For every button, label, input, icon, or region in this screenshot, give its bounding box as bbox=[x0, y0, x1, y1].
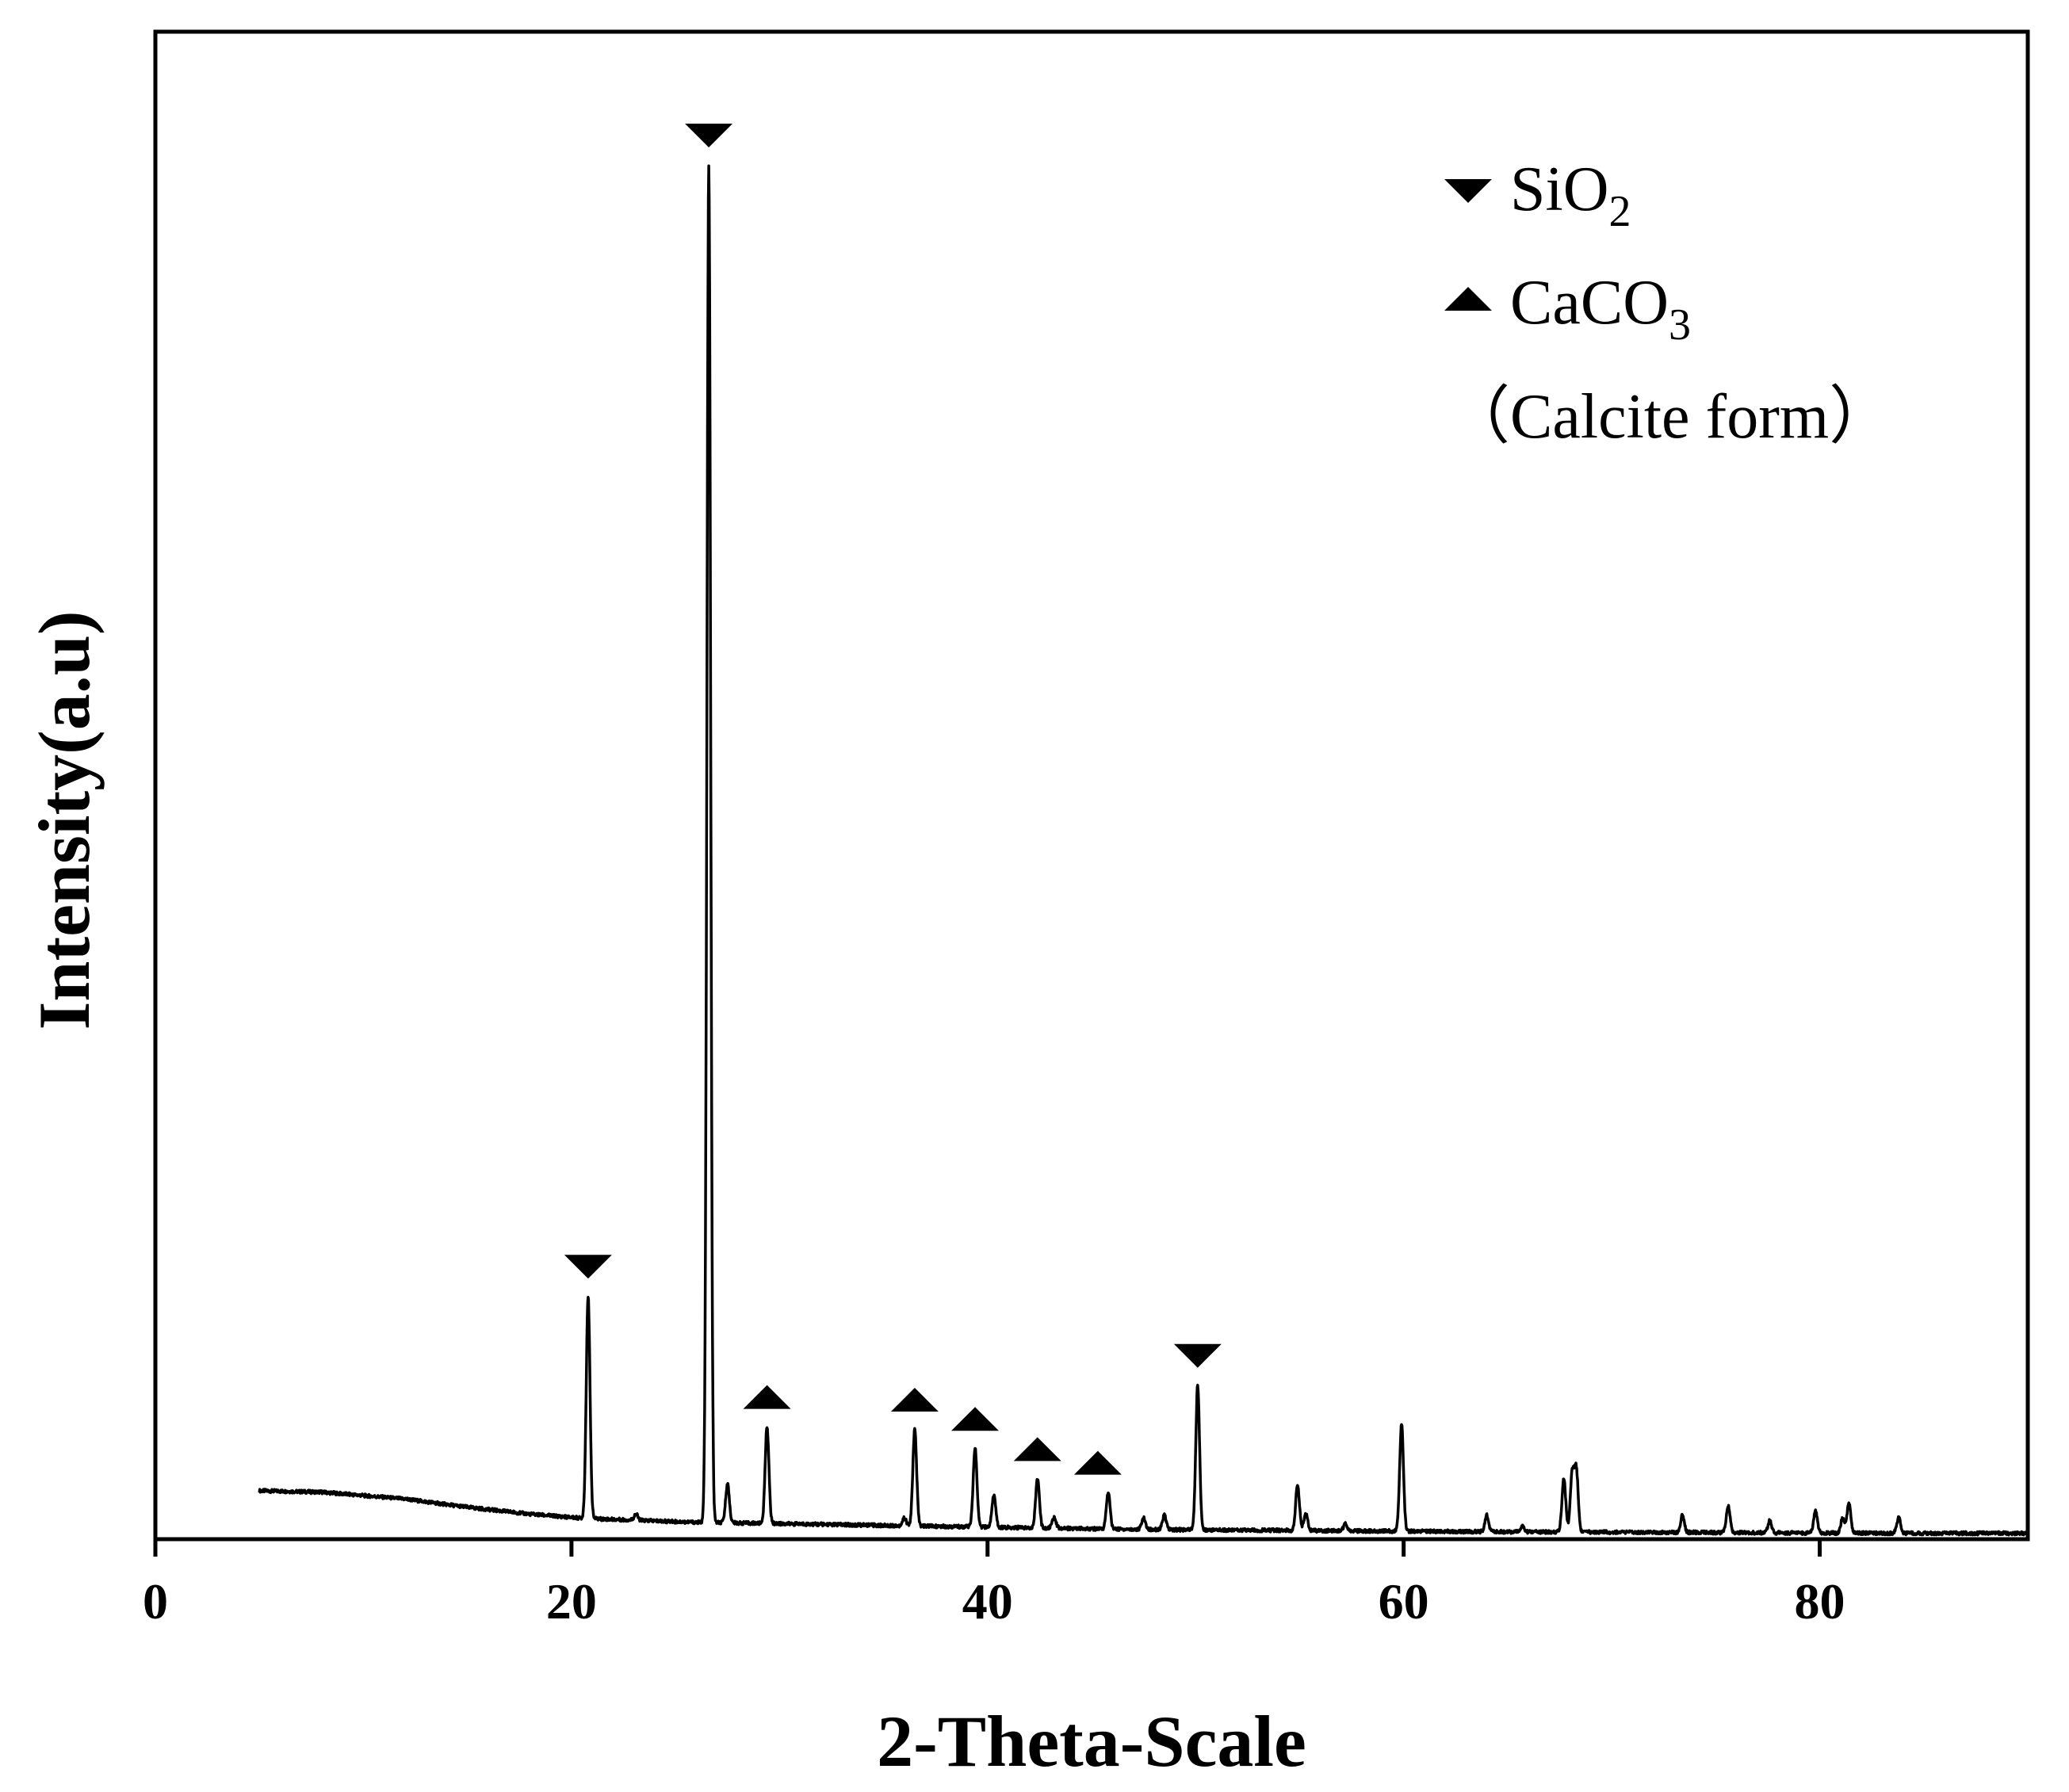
legend-label-calcite-form: （Calcite form） bbox=[1447, 382, 1892, 452]
peak-marker-caco3-3 bbox=[890, 1388, 939, 1412]
legend-marker-caco3-up-triangle bbox=[1444, 287, 1492, 311]
xrd-pattern-line bbox=[258, 164, 2029, 1537]
y-axis-title: Intensity(a.u) bbox=[24, 610, 105, 1030]
peak-markers bbox=[564, 124, 1222, 1475]
plot-frame bbox=[153, 29, 2030, 1542]
x-axis-title: 2-Theta-Scale bbox=[877, 1701, 1306, 1782]
legend-label-caco3-main: CaCO bbox=[1510, 268, 1669, 338]
peak-marker-caco3-2 bbox=[743, 1385, 791, 1409]
peak-marker-caco3-4 bbox=[951, 1407, 1000, 1431]
x-tick-label-60: 60 bbox=[1379, 1573, 1429, 1630]
x-tick-label-40: 40 bbox=[962, 1573, 1013, 1630]
peak-marker-caco3-5 bbox=[1013, 1437, 1061, 1461]
peak-marker-sio2-7 bbox=[1173, 1343, 1222, 1368]
legend-label-caco3-sub: 3 bbox=[1669, 300, 1691, 350]
legend-marker-sio2-down-triangle bbox=[1444, 179, 1492, 203]
legend-label-sio2: SiO2 bbox=[1510, 155, 1631, 236]
legend: SiO2 CaCO3 （Calcite form） bbox=[1444, 155, 1892, 452]
legend-label-sio2-main: SiO bbox=[1510, 155, 1609, 224]
legend-label-caco3: CaCO3 bbox=[1510, 268, 1691, 350]
x-axis: 0 20 40 60 80 bbox=[143, 1539, 1845, 1630]
x-tick-label-0: 0 bbox=[143, 1573, 168, 1630]
peak-marker-caco3-6 bbox=[1073, 1450, 1122, 1475]
legend-label-sio2-sub: 2 bbox=[1609, 187, 1631, 236]
peak-marker-sio2-0 bbox=[564, 1255, 612, 1279]
x-tick-label-20: 20 bbox=[546, 1573, 597, 1630]
x-tick-label-80: 80 bbox=[1795, 1573, 1845, 1630]
peak-marker-sio2-1 bbox=[685, 124, 733, 147]
